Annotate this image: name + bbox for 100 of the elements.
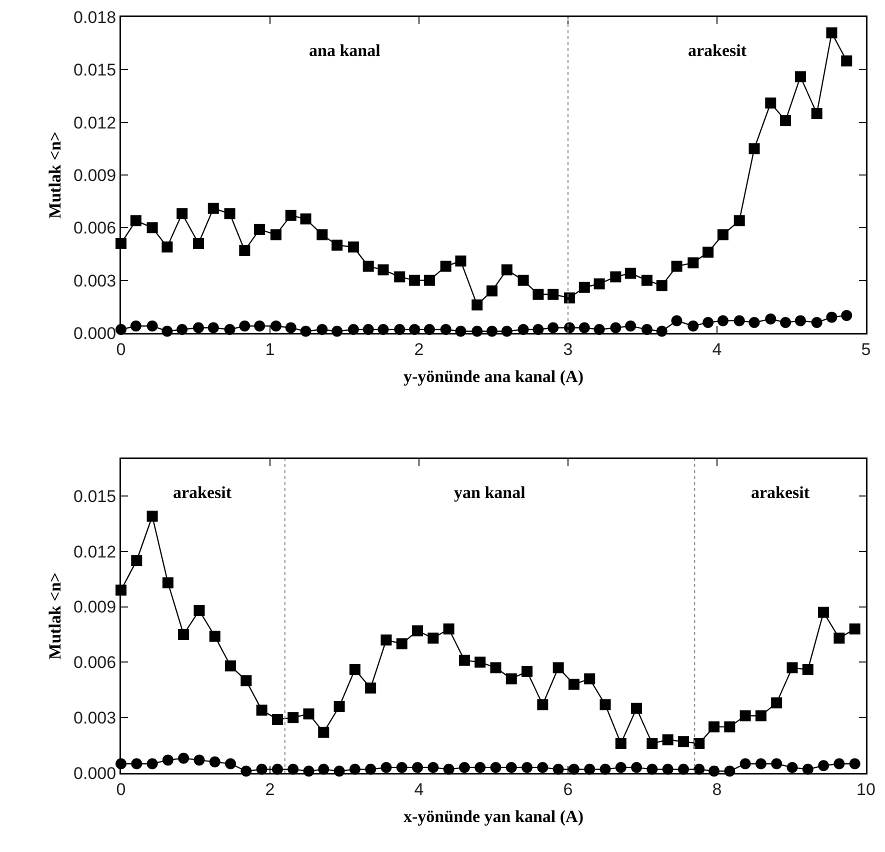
point	[734, 315, 745, 326]
point	[239, 244, 250, 256]
point	[662, 734, 674, 746]
point	[194, 604, 205, 616]
annotation: yan kanal	[454, 483, 526, 502]
point	[225, 660, 236, 672]
y-axis-title: Mutlak <n>	[45, 572, 64, 660]
y-tick-label: 0.006	[74, 653, 116, 672]
point	[396, 638, 408, 650]
annotation: arakesit	[173, 483, 232, 502]
point	[717, 315, 728, 326]
point	[256, 704, 268, 716]
point	[841, 55, 852, 66]
annotation: arakesit	[688, 41, 747, 60]
point	[380, 762, 392, 773]
point	[748, 143, 760, 154]
point	[288, 764, 299, 775]
point	[209, 756, 220, 768]
point	[584, 764, 596, 775]
point	[811, 108, 822, 120]
annotation: ana kanal	[309, 41, 381, 60]
point	[708, 721, 720, 732]
y-tick-label: 0.003	[74, 271, 116, 290]
point	[192, 322, 204, 334]
point	[662, 764, 674, 775]
point	[548, 322, 559, 334]
point	[394, 271, 406, 282]
point	[146, 320, 158, 332]
point	[755, 710, 766, 722]
point	[594, 278, 605, 290]
x-axis-title: y-yönünde ana kanal (A)	[404, 367, 584, 386]
point	[146, 758, 158, 770]
x-tick-label: 0	[116, 340, 126, 359]
y-tick-label: 0.015	[74, 60, 116, 80]
point	[316, 324, 328, 335]
x-tick-label: 2	[414, 340, 424, 359]
x-tick-label: 3	[563, 340, 573, 359]
point	[522, 666, 533, 677]
point	[646, 764, 658, 775]
point	[552, 764, 564, 775]
point	[458, 762, 470, 773]
point	[834, 632, 845, 644]
point	[316, 229, 328, 240]
point	[740, 710, 751, 722]
point	[208, 202, 219, 214]
point	[600, 699, 611, 710]
point	[552, 662, 564, 674]
x-tick-label: 8	[712, 780, 722, 799]
point	[272, 714, 283, 725]
point	[548, 288, 559, 300]
point	[765, 313, 776, 324]
point	[443, 623, 454, 634]
y-tick-label: 0.012	[74, 113, 116, 132]
point	[780, 316, 792, 328]
point	[256, 764, 268, 775]
point	[332, 240, 343, 251]
point	[786, 662, 798, 674]
point	[428, 762, 439, 773]
point	[688, 257, 699, 268]
point	[440, 260, 452, 272]
y-tick-label: 0.009	[74, 598, 116, 617]
point	[474, 656, 486, 668]
point	[734, 215, 745, 226]
point	[641, 324, 652, 335]
point	[656, 280, 668, 292]
point	[362, 260, 374, 272]
point	[365, 682, 376, 694]
point	[537, 762, 548, 773]
point	[455, 256, 466, 267]
point	[802, 764, 814, 775]
point	[490, 662, 502, 674]
point	[646, 738, 658, 749]
point	[409, 274, 420, 286]
y-tick-label: 0.018	[74, 8, 116, 27]
point	[537, 699, 548, 710]
point	[834, 758, 845, 770]
y-tick-label: 0.009	[74, 166, 116, 185]
point	[811, 316, 822, 328]
point	[254, 224, 266, 235]
point	[568, 678, 580, 690]
point	[270, 229, 282, 240]
annotation: arakesit	[751, 483, 810, 502]
point	[396, 762, 408, 773]
point	[748, 316, 760, 328]
point	[578, 282, 590, 293]
point	[506, 673, 517, 684]
point	[522, 762, 533, 773]
point	[802, 664, 814, 676]
point	[641, 274, 652, 286]
point	[208, 322, 219, 334]
point	[131, 555, 142, 566]
point	[412, 762, 424, 773]
point	[678, 736, 689, 748]
point	[349, 664, 360, 676]
point	[780, 115, 792, 126]
point	[849, 758, 860, 770]
y-axis-title: Mutlak <n>	[45, 132, 64, 218]
point	[424, 324, 435, 335]
point	[671, 315, 682, 326]
point	[818, 760, 830, 772]
